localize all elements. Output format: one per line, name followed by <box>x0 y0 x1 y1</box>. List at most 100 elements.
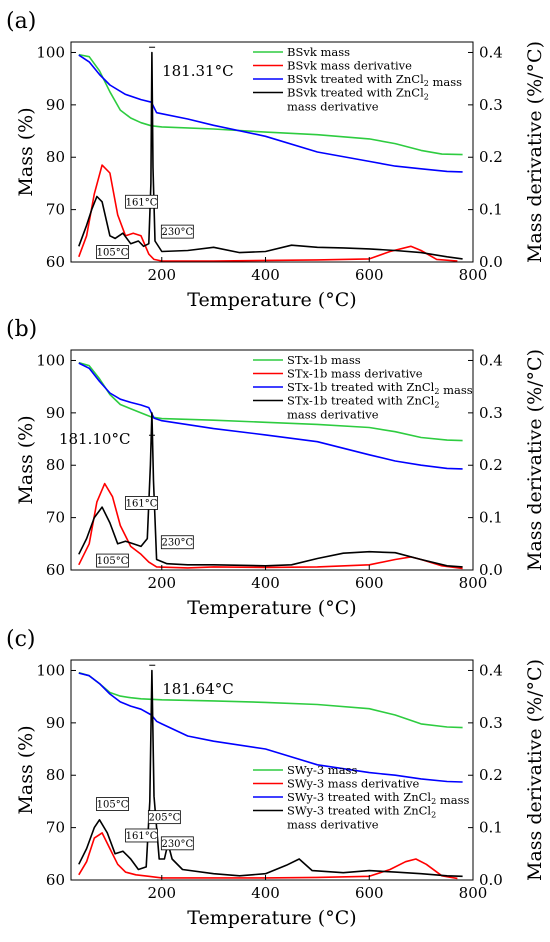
x-axis-title: Temperature (°C) <box>187 289 356 311</box>
plot-frame <box>70 41 474 263</box>
box-frame <box>160 535 194 550</box>
y-tick-label: 60 <box>46 561 65 579</box>
y-tick-label: 70 <box>46 201 65 219</box>
x-tick-label: 400 <box>251 574 280 592</box>
temperature-box-label: 205°C <box>147 810 181 825</box>
y-tick-label: 80 <box>46 766 65 784</box>
y2-axis-title: Mass derivative (%/°C) <box>524 659 546 881</box>
y-tick-label: 100 <box>36 661 65 679</box>
y2-tick-label: 0.1 <box>479 819 503 837</box>
x-tick-label: 600 <box>355 884 384 902</box>
box-text: 230°C <box>161 839 193 850</box>
legend-label: STx-1b mass derivative <box>287 367 423 381</box>
y2-tick-label: 0.2 <box>479 456 503 474</box>
panel-label: (a) <box>6 9 36 34</box>
y2-tick-label: 0.2 <box>479 766 503 784</box>
box-text: 205°C <box>148 813 180 824</box>
temperature-box-label: 230°C <box>160 224 194 239</box>
chart-panel-b: (b) 200 400 600 800 60 70 80 90 100 0.0 0.1 0.2 0.3 0.… <box>6 317 546 619</box>
temperature-box-label: 105°C <box>96 553 129 568</box>
box-text: 105°C <box>97 248 129 259</box>
box-frame <box>125 828 158 843</box>
legend-label: STx-1b mass <box>287 353 361 367</box>
legend-label-cont: mass derivative <box>287 408 379 422</box>
y-axis-title: Mass (%) <box>15 107 37 196</box>
series-line-1 <box>78 53 463 156</box>
x-tick-label: 600 <box>355 574 384 592</box>
series-line-4 <box>78 51 463 260</box>
legend-label-cont: mass derivative <box>287 818 379 832</box>
series-line-2 <box>78 482 463 570</box>
box-frame <box>160 224 194 239</box>
panel-label: (c) <box>6 627 36 652</box>
legend-label: STx-1b treated with ZnCl2 <box>287 394 439 410</box>
series-line-4 <box>78 669 463 878</box>
temperature-box-label: 161°C <box>125 828 158 843</box>
x-axis-title: Temperature (°C) <box>187 597 356 619</box>
box-text: 161°C <box>126 831 158 842</box>
temperature-box-label: 105°C <box>96 245 129 259</box>
y2-axis-title: Mass derivative (%/°C) <box>524 349 546 571</box>
box-frame <box>125 496 158 510</box>
y2-tick-label: 0.3 <box>479 96 503 114</box>
y2-tick-label: 0.0 <box>479 871 503 889</box>
plot-frame <box>70 659 474 881</box>
series-line-4 <box>78 412 463 568</box>
box-text: 105°C <box>97 800 129 811</box>
box-text: 161°C <box>126 197 158 208</box>
y2-tick-label: 0.1 <box>479 201 503 219</box>
x-tick-label: 400 <box>251 884 280 902</box>
y2-tick-label: 0.0 <box>479 253 503 271</box>
peak-annotation: 181.64°C <box>162 680 233 698</box>
temperature-box-label: 105°C <box>96 797 129 811</box>
series-line-3 <box>78 672 463 783</box>
legend-label: BSvk treated with ZnCl2 <box>287 86 429 102</box>
y2-tick-label: 0.0 <box>479 561 503 579</box>
x-tick-label: 400 <box>251 266 280 284</box>
legend-label: SWy-3 treated with ZnCl2 mass <box>287 790 470 807</box>
x-tick-label: 800 <box>459 884 488 902</box>
y2-tick-label: 0.1 <box>479 509 503 527</box>
y-tick-label: 90 <box>46 714 65 732</box>
box-frame <box>96 553 129 568</box>
y-tick-label: 80 <box>46 456 65 474</box>
box-frame <box>96 797 129 811</box>
plot-frame <box>70 349 474 571</box>
x-tick-label: 200 <box>147 574 176 592</box>
box-frame <box>147 810 181 825</box>
box-text: 230°C <box>161 538 193 549</box>
y-tick-label: 70 <box>46 819 65 837</box>
x-tick-label: 200 <box>147 266 176 284</box>
x-tick-label: 800 <box>459 266 488 284</box>
y2-tick-label: 0.4 <box>479 43 503 61</box>
box-frame <box>125 194 158 209</box>
temperature-box-label: 161°C <box>125 496 158 510</box>
legend-label: BSvk mass <box>287 45 350 59</box>
series-line-1 <box>78 671 463 729</box>
legend-label: SWy-3 treated with ZnCl2 <box>287 804 436 820</box>
y-axis-title: Mass (%) <box>15 725 37 814</box>
box-text: 161°C <box>126 498 158 509</box>
y-tick-label: 90 <box>46 404 65 422</box>
temperature-box-label: 161°C <box>125 194 158 209</box>
y-tick-label: 70 <box>46 509 65 527</box>
box-text: 105°C <box>97 556 129 567</box>
temperature-box-label: 230°C <box>160 535 194 550</box>
legend-label: BSvk treated with ZnCl2 mass <box>287 72 462 89</box>
box-frame <box>96 245 129 259</box>
x-tick-label: 800 <box>459 574 488 592</box>
legend-label: SWy-3 mass derivative <box>287 777 420 791</box>
legend-label: STx-1b treated with ZnCl2 mass <box>287 380 473 397</box>
peak-annotation: 181.10°C <box>59 430 130 448</box>
legend-label: SWy-3 mass <box>287 763 357 777</box>
panel-label: (b) <box>6 317 37 342</box>
y2-tick-label: 0.3 <box>479 714 503 732</box>
chart-panel-a: (a) 200 400 600 800 60 70 80 90 100 0.0 0.1 0.2 0.3 0.… <box>6 9 546 311</box>
series-line-2 <box>78 832 458 880</box>
y2-tick-label: 0.4 <box>479 351 503 369</box>
y2-axis-title: Mass derivative (%/°C) <box>524 41 546 263</box>
legend-label: BSvk mass derivative <box>287 59 412 73</box>
y2-tick-label: 0.4 <box>479 661 503 679</box>
y-tick-label: 100 <box>36 43 65 61</box>
